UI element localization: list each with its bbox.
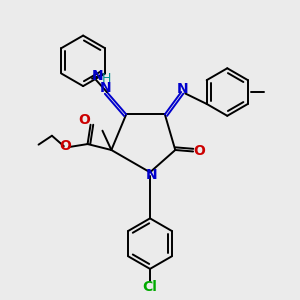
Text: N: N <box>92 69 104 83</box>
Text: N: N <box>100 82 111 95</box>
Text: O: O <box>194 144 206 158</box>
Text: O: O <box>79 113 91 127</box>
Text: Cl: Cl <box>142 280 158 294</box>
Text: H: H <box>101 72 111 85</box>
Text: N: N <box>177 82 188 96</box>
Text: O: O <box>59 140 70 153</box>
Text: N: N <box>146 168 157 182</box>
